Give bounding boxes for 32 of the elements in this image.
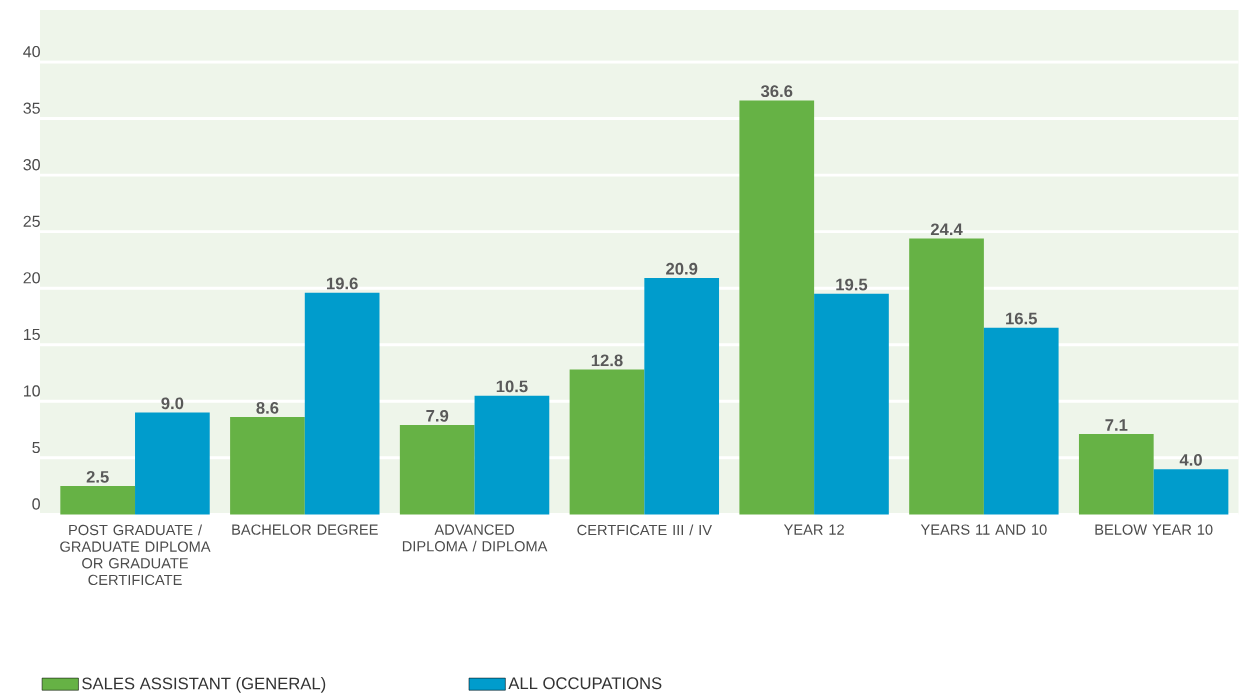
data-label: 8.6 xyxy=(256,402,279,414)
x-tick-label: YEAR 12 xyxy=(783,524,844,535)
data-label: 20.9 xyxy=(666,263,698,275)
x-tick-label: POST GRADUATE / GRADUATE DIPLOMA OR GRADUATE CERTIFICATE xyxy=(60,524,211,586)
data-label: 16.5 xyxy=(1006,312,1037,325)
y-tick-label: 30 xyxy=(23,159,40,171)
x-tick-label: BACHELOR DEGREE xyxy=(232,524,378,536)
x-tick-label: BELOW YEAR 10 xyxy=(1095,524,1213,536)
y-tick-label: 10 xyxy=(24,385,40,397)
data-label: 2.5 xyxy=(86,471,109,483)
y-tick-label: 40 xyxy=(23,46,40,58)
data-label: 4.0 xyxy=(1179,454,1202,467)
x-tick-label: YEARS 11 AND 10 xyxy=(920,524,1047,536)
data-label: 12.8 xyxy=(591,354,623,367)
data-label: 10.5 xyxy=(496,380,528,393)
y-tick-label: 5 xyxy=(32,442,40,454)
y-tick-label: 20 xyxy=(23,272,40,284)
x-tick-label: ADVANCED DIPLOMA / DIPLOMA xyxy=(402,524,548,552)
x-tick-label: CERTFICATE III / IV xyxy=(577,524,712,536)
data-label: 19.5 xyxy=(836,278,868,291)
legend-label: ALL OCCUPATIONS xyxy=(508,677,662,690)
data-label: 7.9 xyxy=(426,410,449,422)
data-label: 7.1 xyxy=(1105,419,1128,431)
y-tick-label: 15 xyxy=(24,329,40,341)
data-label: 24.4 xyxy=(930,223,963,236)
data-label: 36.6 xyxy=(760,85,793,98)
y-tick-label: 25 xyxy=(23,215,40,228)
legend-label: SALES ASSISTANT (GENERAL) xyxy=(82,677,326,693)
y-tick-label: 35 xyxy=(23,102,40,115)
data-label: 19.6 xyxy=(326,277,358,290)
y-tick-label: 0 xyxy=(32,498,40,510)
data-label: 9.0 xyxy=(161,397,184,410)
